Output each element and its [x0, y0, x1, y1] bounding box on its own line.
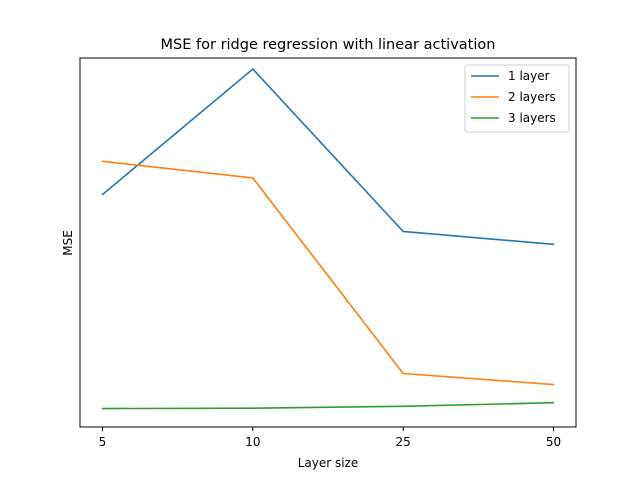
- axes-frame: [79, 57, 577, 428]
- series-3-point-5: [101, 407, 104, 410]
- series-2-point-10: [252, 177, 254, 179]
- legend-box: [464, 64, 570, 133]
- y-axis-label: MSE: [61, 230, 75, 256]
- x-tick-label-5: 5: [99, 435, 107, 449]
- x-tick-label-50: 50: [546, 435, 561, 449]
- series-3-point-10: [252, 407, 254, 409]
- series-1-point-50: [552, 243, 555, 246]
- x-tick-label-10: 10: [245, 435, 260, 449]
- legend-label-2: 2 layers: [508, 90, 556, 104]
- series-line-2: [102, 160, 554, 386]
- plot-area: 5 10 25 50 1 layer 2 layers 3 layers: [79, 57, 577, 449]
- series-1-point-5: [101, 193, 104, 196]
- series-3-point-50: [552, 401, 555, 404]
- series-lines: [101, 68, 555, 410]
- legend: 1 layer 2 layers 3 layers: [464, 64, 570, 133]
- x-tick-label-25: 25: [396, 435, 411, 449]
- series-2-point-5: [101, 160, 104, 163]
- x-axis: 5 10 25 50: [99, 427, 561, 449]
- legend-label-3: 3 layers: [508, 111, 556, 125]
- legend-label-1: 1 layer: [508, 69, 550, 83]
- series-2-point-50: [552, 383, 555, 386]
- series-1-point-10: [252, 68, 254, 70]
- series-line-1: [101, 68, 554, 246]
- series-1-point-25: [402, 230, 404, 233]
- x-axis-label: Layer size: [298, 456, 359, 470]
- chart-title: MSE for ridge regression with linear act…: [161, 37, 496, 53]
- series-line-3: [102, 401, 554, 410]
- series-3-point-25: [402, 405, 404, 408]
- series-2-point-25: [402, 372, 404, 375]
